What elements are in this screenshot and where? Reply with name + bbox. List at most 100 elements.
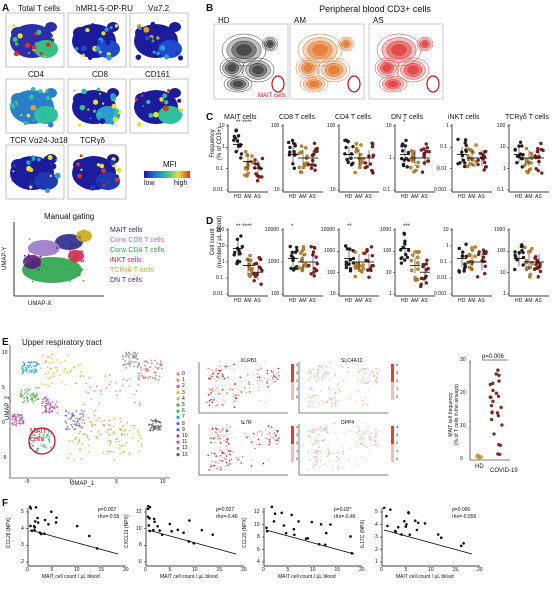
feature-dot [331, 402, 333, 405]
feature-dot [373, 371, 375, 373]
cluster-legend-label: 1 [182, 377, 185, 384]
cell-dot [50, 382, 53, 385]
cell-dot [129, 362, 132, 364]
cell-dot [128, 363, 131, 366]
data-point [523, 163, 527, 168]
cell-dot [95, 436, 98, 438]
cell-dot [25, 368, 28, 371]
feature-dot [327, 386, 330, 389]
cell-dot [73, 414, 76, 417]
tile-dot [29, 182, 33, 186]
corr-ylabel: CCL20 (NPX) [242, 517, 248, 548]
feature-dot [273, 432, 276, 434]
cell-dot [107, 450, 110, 453]
gating-umap-group [13, 222, 104, 297]
feature-dot [230, 458, 233, 461]
feature-dot [257, 374, 260, 376]
feature-dot [227, 449, 230, 452]
corr-point [168, 522, 172, 526]
feature-dot [225, 383, 227, 386]
gating-dot [42, 263, 45, 266]
data-point [288, 145, 292, 150]
feature-dot [264, 360, 266, 363]
feature-dot [334, 372, 337, 375]
feature-dot [331, 469, 334, 471]
group-label: AS [365, 298, 372, 304]
cluster-legend-label: 8 [182, 420, 185, 427]
corr-ytick-label: 6 [257, 546, 260, 553]
feature-dot [369, 434, 372, 437]
gating-dot [71, 243, 74, 246]
feature-dot [354, 431, 357, 433]
cell-dot [14, 423, 17, 426]
freq-point-covid [499, 405, 503, 410]
feature-dot [261, 432, 264, 434]
cell-dot [129, 377, 131, 380]
cell-dot [156, 362, 159, 365]
tile-dot [52, 32, 55, 35]
data-point [363, 166, 367, 170]
gating-dot [74, 261, 77, 264]
feature-dot [324, 401, 327, 404]
plot-tick-label: 0.1 [440, 259, 447, 265]
cell-dot [105, 386, 108, 389]
freq-point-hd [479, 455, 483, 459]
cell-dot [64, 367, 67, 370]
feature-colorbar-tick: 0 [296, 456, 299, 461]
tile-dot [85, 28, 88, 32]
feature-dot [323, 370, 326, 372]
feature-dot [355, 457, 358, 459]
gene-feature-plot [298, 422, 394, 476]
corr-ytick-label: 3 [375, 534, 378, 540]
cell-dot [126, 379, 129, 382]
cluster-legend-dot [176, 403, 180, 407]
corr-point [156, 524, 159, 528]
tile-dot [99, 92, 102, 95]
cell-dot [45, 396, 48, 399]
feature-dot [275, 440, 278, 442]
cell-dot [150, 418, 153, 421]
cell-dot [19, 393, 22, 396]
gating-dot [35, 248, 38, 251]
tile-dot [92, 160, 98, 165]
density-contour [241, 57, 275, 83]
data-point [292, 150, 296, 154]
feature-dot [229, 453, 231, 456]
cell-dot [50, 432, 52, 435]
density-contour [337, 36, 355, 52]
feature-dot [342, 453, 345, 455]
cell-dot [150, 359, 153, 362]
feature-dot [353, 374, 355, 377]
feature-dot [327, 372, 330, 374]
mfi-title: MFI [163, 160, 177, 169]
cell-dot [75, 424, 77, 427]
feature-dot [211, 427, 214, 430]
data-point [466, 147, 470, 151]
tile-dot [39, 52, 43, 56]
cell-dot [72, 419, 74, 422]
density-contour [378, 75, 408, 93]
data-point [464, 143, 468, 148]
cluster-legend-dot [176, 415, 180, 419]
feature-dot [316, 452, 318, 455]
mait-frequency-plot [469, 359, 510, 461]
feature-dot [218, 466, 221, 468]
cell-dot [59, 361, 62, 364]
corr-pvalue: p=0.006 [452, 507, 471, 513]
tile-dot [159, 56, 162, 59]
corr-point [405, 523, 408, 526]
umap-xtick: -5 [25, 479, 30, 485]
feature-dot [324, 463, 326, 466]
corr-point [323, 543, 327, 547]
cell-dot [100, 392, 103, 395]
cell-dot [67, 354, 69, 357]
data-point [257, 255, 261, 260]
cell-dot [128, 360, 131, 363]
corr-ytick-label: 5 [375, 509, 378, 515]
cell-dot [79, 413, 81, 416]
feature-dot [320, 430, 322, 433]
data-point [413, 276, 417, 280]
cell-dot [122, 425, 125, 427]
cell-dot [98, 417, 101, 419]
tile-title-total-t: Total T cells [18, 4, 60, 13]
